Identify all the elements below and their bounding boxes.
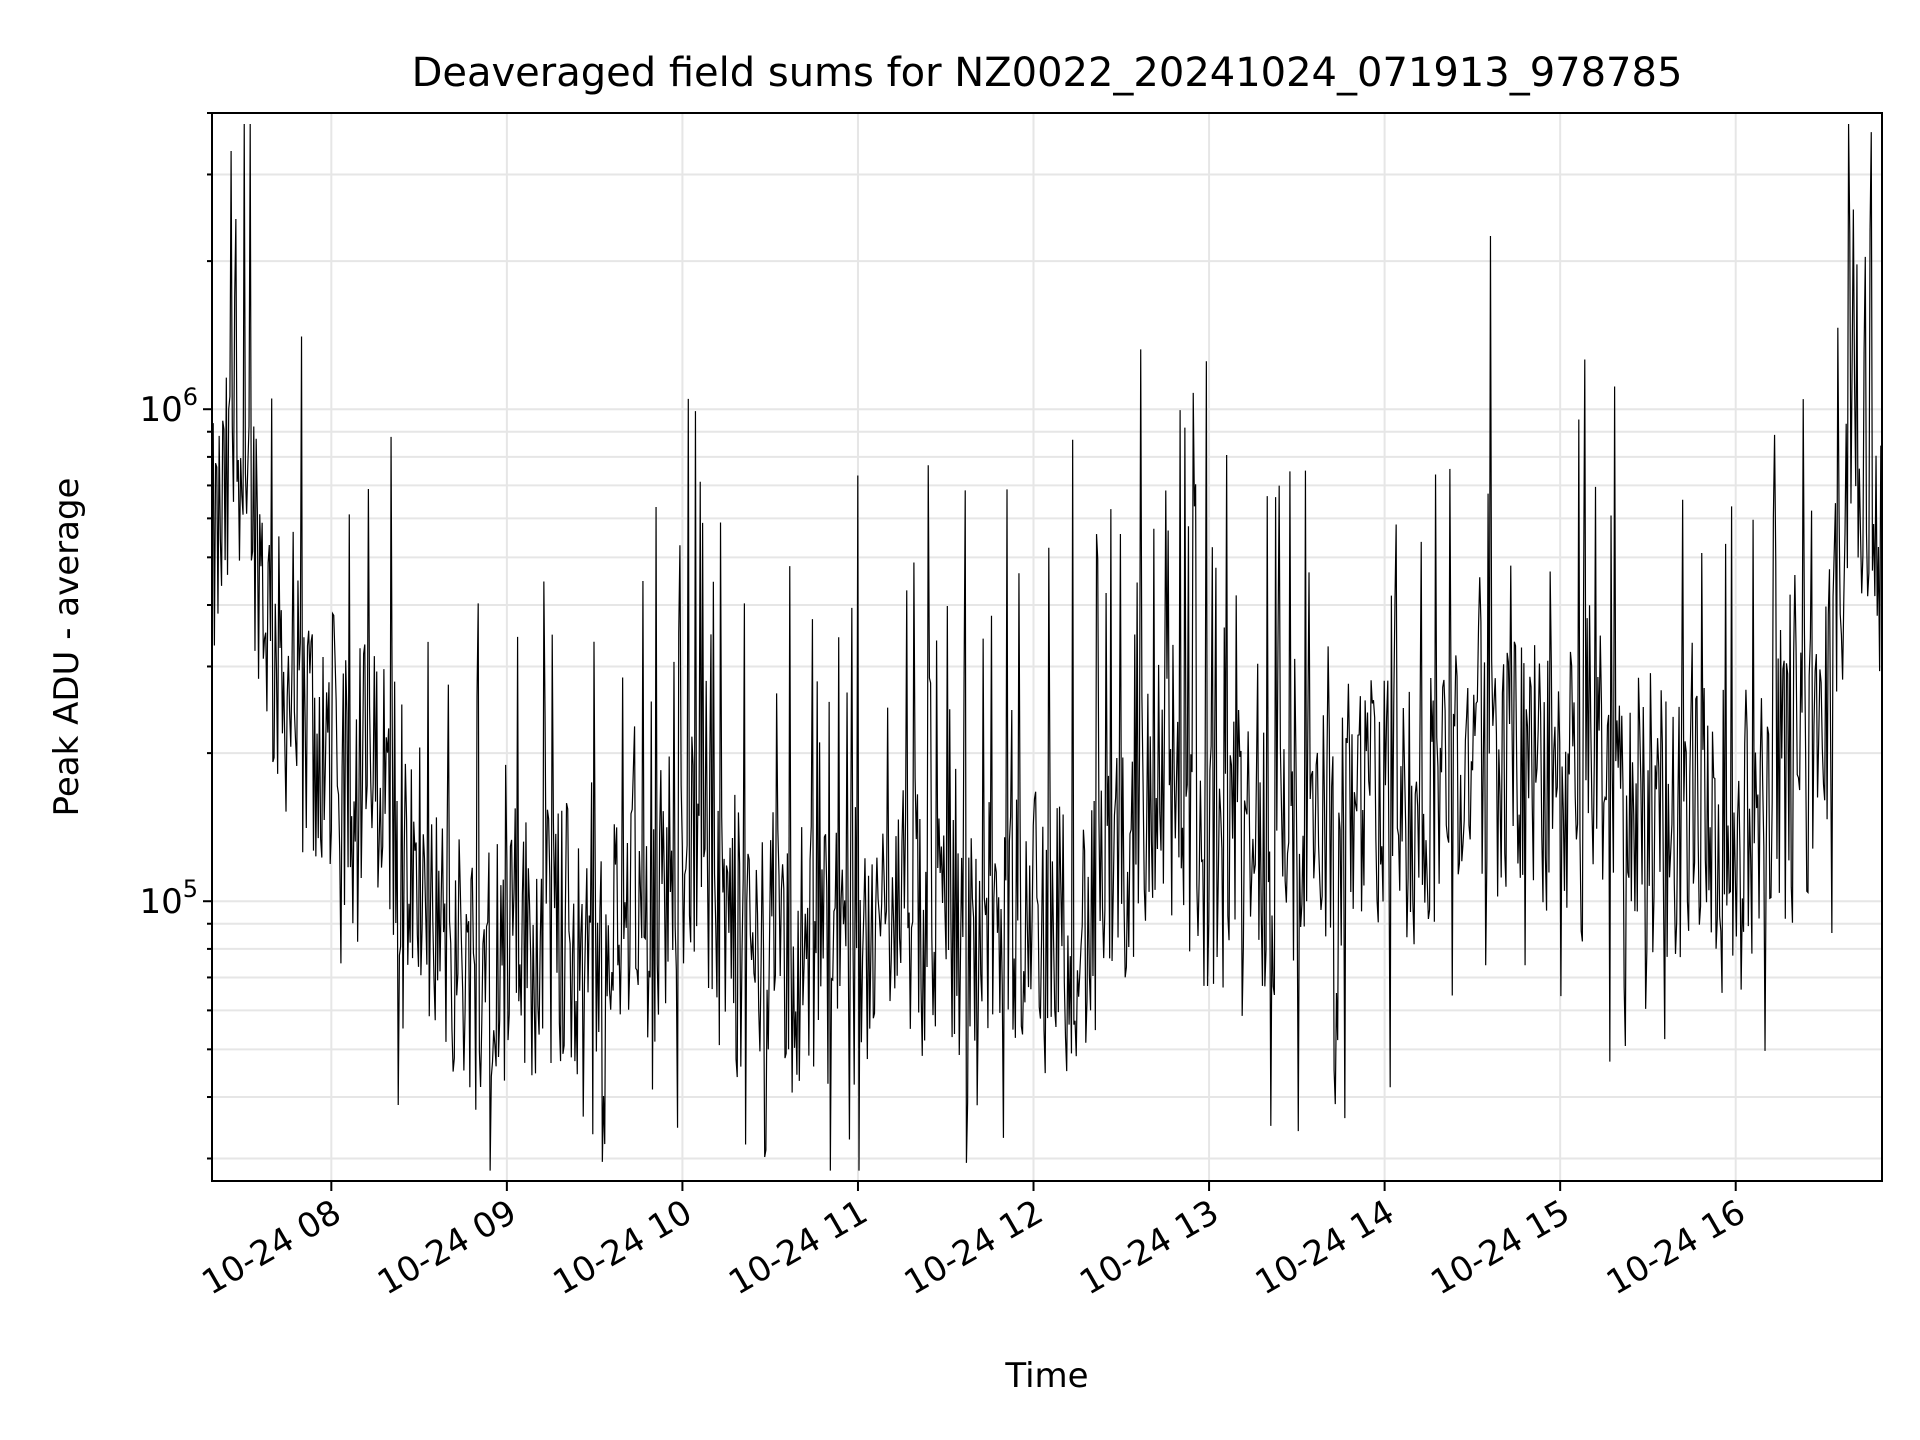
y-tick-base: 10 xyxy=(139,390,182,430)
y-tick-label: 105 xyxy=(139,875,198,922)
y-tick-exponent: 5 xyxy=(183,875,198,903)
plot-frame xyxy=(211,112,1883,1182)
x-tick-label: 10-24 12 xyxy=(898,1192,1050,1303)
y-tick-base: 10 xyxy=(139,882,182,922)
y-tick-label: 106 xyxy=(139,383,198,430)
x-tick-label: 10-24 11 xyxy=(722,1192,874,1303)
series-layer xyxy=(211,123,1883,1171)
series-line xyxy=(211,123,1883,1171)
x-tick-label: 10-24 16 xyxy=(1600,1192,1752,1303)
x-tick-label: 10-24 13 xyxy=(1073,1192,1225,1303)
x-tick-label: 10-24 10 xyxy=(547,1192,699,1303)
grid xyxy=(212,112,1882,1181)
x-tick-label: 10-24 09 xyxy=(371,1192,523,1303)
x-tick-label: 10-24 15 xyxy=(1424,1192,1576,1303)
x-axis-title: Time xyxy=(1004,1356,1088,1396)
y-axis-title: Peak ADU - average xyxy=(47,478,87,817)
x-tick-label: 10-24 14 xyxy=(1249,1192,1401,1303)
y-tick-exponent: 6 xyxy=(183,383,198,411)
x-axis: 10-24 08 10-24 09 10-24 10 10-24 11 10-24 12… xyxy=(195,1181,1752,1303)
chart-title: Deaveraged field sums for NZ0022_2024102… xyxy=(412,50,1683,96)
x-tick-label: 10-24 08 xyxy=(195,1192,347,1303)
